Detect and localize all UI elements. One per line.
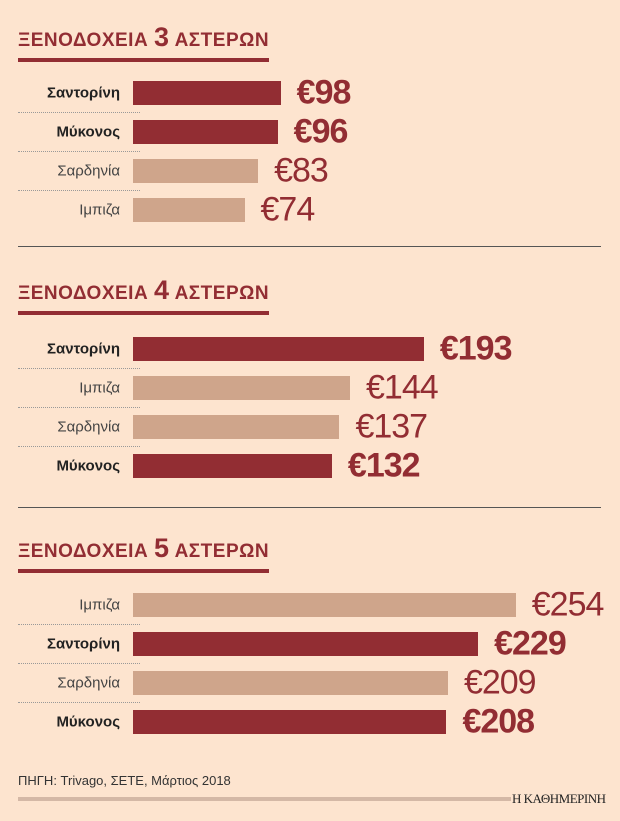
row-separator — [18, 151, 140, 152]
category-label: Ιμπιζα — [79, 379, 120, 397]
bar — [133, 337, 424, 361]
data-label: €137 — [355, 407, 428, 446]
title-number: 4 — [153, 275, 170, 305]
chart-title: ΞΕΝΟΔΟΧΕΙΑ 4 ΑΣΤΕΡΩΝ — [18, 275, 270, 315]
data-label: €254 — [531, 585, 605, 624]
bar — [133, 198, 245, 222]
category-label: Σαντορίνη — [47, 340, 120, 358]
category-label: Μύκονος — [56, 123, 120, 141]
footer-rule — [18, 797, 511, 801]
row-separator — [18, 446, 140, 447]
row-separator — [18, 702, 140, 703]
bar — [133, 415, 340, 439]
row-separator — [18, 190, 140, 191]
category-label: Μύκονος — [56, 713, 120, 731]
bar — [133, 120, 278, 144]
row-separator — [18, 663, 140, 664]
bar — [133, 81, 281, 105]
category-label: Σαρδηνία — [57, 674, 120, 692]
row-separator — [18, 112, 140, 113]
category-label: Ιμπιζα — [79, 596, 120, 614]
data-label: €132 — [347, 446, 421, 485]
data-label: €74 — [260, 190, 316, 229]
category-label: Σαντορίνη — [47, 84, 120, 102]
title-number: 3 — [153, 22, 170, 52]
category-label: Ιμπιζα — [79, 201, 120, 219]
title-prefix: ΞΕΝΟΔΟΧΕΙΑ — [18, 30, 149, 51]
row-separator — [18, 624, 140, 625]
bar — [133, 376, 350, 400]
title-suffix: ΑΣΤΕΡΩΝ — [174, 283, 270, 304]
data-label: €144 — [366, 368, 439, 407]
brand-logo: Η ΚΑΘΗΜΕΡΙΝΗ — [512, 791, 606, 806]
title-suffix: ΑΣΤΕΡΩΝ — [174, 30, 270, 51]
title-number: 5 — [153, 533, 170, 563]
chart-title: ΞΕΝΟΔΟΧΕΙΑ 5 ΑΣΤΕΡΩΝ — [18, 533, 270, 573]
data-label: €209 — [463, 663, 537, 702]
bar — [133, 593, 516, 617]
bar — [133, 159, 259, 183]
bar — [133, 710, 447, 734]
data-label: €229 — [494, 624, 567, 663]
data-label: €83 — [274, 151, 329, 190]
source-note: ΠΗΓΗ: Trivago, ΣΕΤΕ, Μάρτιος 2018 — [18, 773, 231, 788]
section-divider — [18, 246, 601, 247]
data-label: €208 — [462, 702, 535, 741]
row-separator — [18, 368, 140, 369]
category-label: Σαρδηνία — [57, 418, 120, 436]
category-label: Μύκονος — [56, 457, 120, 475]
title-suffix: ΑΣΤΕΡΩΝ — [174, 541, 270, 562]
bar — [133, 671, 448, 695]
row-separator — [18, 407, 140, 408]
section-divider — [18, 507, 601, 508]
category-label: Σαρδηνία — [57, 162, 120, 180]
bar — [133, 632, 479, 656]
title-prefix: ΞΕΝΟΔΟΧΕΙΑ — [18, 541, 149, 562]
data-label: €98 — [296, 73, 352, 112]
title-prefix: ΞΕΝΟΔΟΧΕΙΑ — [18, 283, 149, 304]
data-label: €96 — [293, 112, 349, 151]
data-label: €193 — [439, 329, 513, 368]
bar — [133, 454, 332, 478]
category-label: Σαντορίνη — [47, 635, 120, 653]
chart-title: ΞΕΝΟΔΟΧΕΙΑ 3 ΑΣΤΕΡΩΝ — [18, 22, 270, 62]
